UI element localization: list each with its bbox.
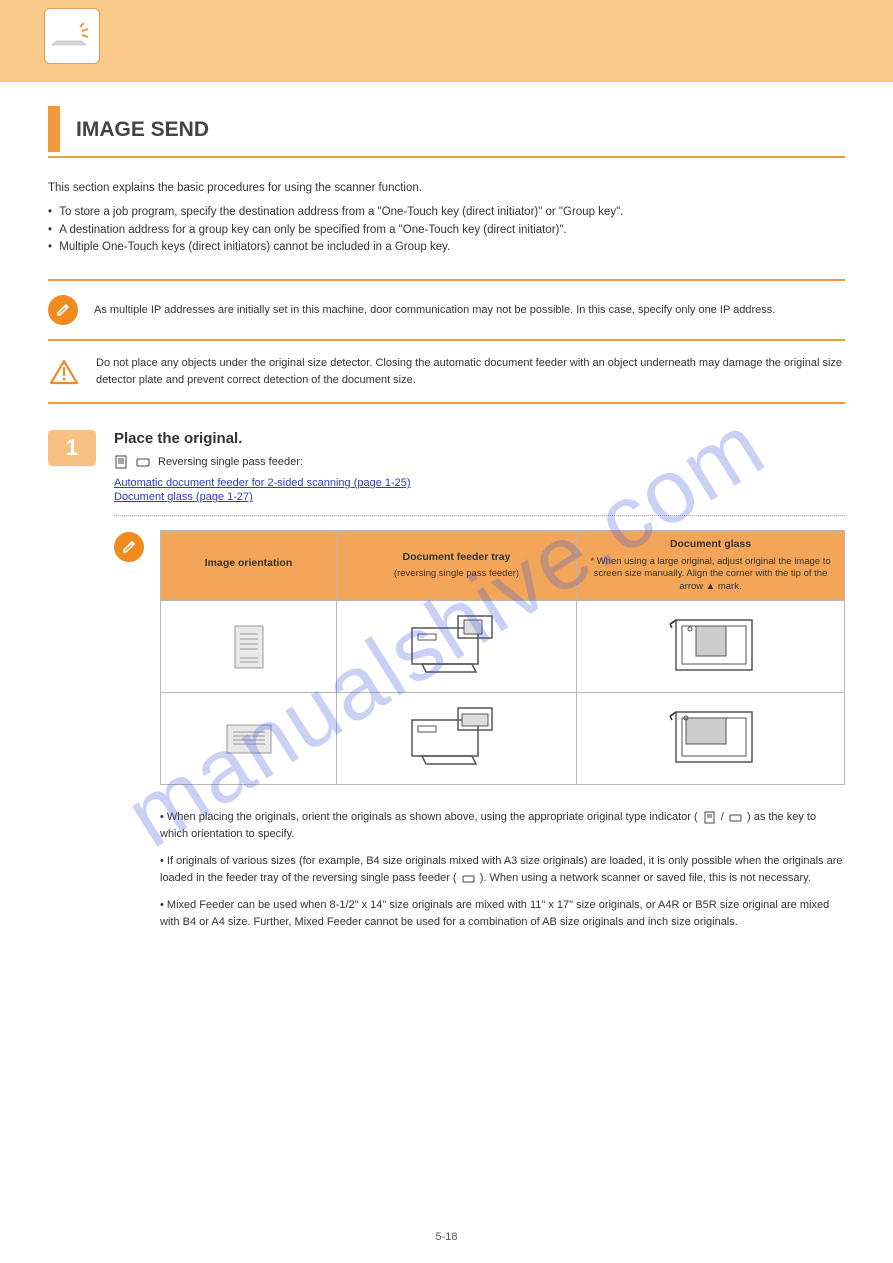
- intro-item: Multiple One-Touch keys (direct initiato…: [48, 239, 845, 257]
- step-title: Place the original.: [114, 430, 845, 447]
- portrait-doc-icon: [169, 624, 328, 670]
- glass-landscape-illustration: [656, 702, 766, 772]
- note-text: As multiple IP addresses are initially s…: [94, 302, 775, 319]
- dotted-divider: [114, 515, 845, 516]
- th-feeder: Document feeder tray (reversing single p…: [337, 531, 577, 601]
- keyboard-icon: [136, 455, 150, 469]
- scanner-icon: [44, 8, 100, 64]
- glass-portrait-illustration: [656, 610, 766, 680]
- title-accent-bar: [48, 106, 60, 152]
- footer-p2: • If originals of various sizes (for exa…: [160, 853, 845, 887]
- pencil-icon: [48, 295, 78, 325]
- page-title: IMAGE SEND: [76, 106, 209, 152]
- step-icon-row: Reversing single pass feeder:: [114, 455, 845, 469]
- th-orientation: Image orientation: [161, 531, 337, 601]
- section-title-row: IMAGE SEND: [48, 106, 845, 152]
- page-icon: [114, 455, 128, 469]
- header-band: [0, 0, 893, 82]
- page-icon: [703, 811, 716, 824]
- footer-p3: • Mixed Feeder can be used when 8-1/2" x…: [160, 897, 845, 931]
- page-number: 5-18: [0, 1231, 893, 1243]
- intro-text: This section explains the basic procedur…: [48, 180, 845, 198]
- footer-p1: • When placing the originals, orient the…: [160, 809, 845, 843]
- keyboard-icon: [462, 872, 475, 885]
- caution-block: Do not place any objects under the origi…: [48, 341, 845, 402]
- intro-item: A destination address for a group key ca…: [48, 222, 845, 240]
- intro-item: To store a job program, specify the dest…: [48, 204, 845, 222]
- step-icon-label: Reversing single pass feeder:: [158, 456, 303, 468]
- th-glass: Document glass * When using a large orig…: [577, 531, 845, 601]
- keyboard-icon: [729, 811, 742, 824]
- table-note-block: Image orientation Document feeder tray (…: [114, 530, 845, 941]
- table-row: [161, 601, 845, 693]
- feeder-portrait-illustration: [402, 610, 512, 680]
- feeder-landscape-illustration: [402, 702, 512, 772]
- caution-text: Do not place any objects under the origi…: [96, 355, 845, 388]
- pencil-icon: [114, 532, 144, 562]
- link-glass[interactable]: Document glass (page 1-27): [114, 491, 845, 503]
- link-adf[interactable]: Automatic document feeder for 2-sided sc…: [114, 477, 845, 489]
- title-underline: [48, 156, 845, 158]
- footer-notes: • When placing the originals, orient the…: [160, 809, 845, 931]
- note-block: As multiple IP addresses are initially s…: [48, 281, 845, 339]
- intro-list: To store a job program, specify the dest…: [48, 204, 845, 257]
- step-number-badge: 1: [48, 430, 96, 466]
- step-1: 1 Place the original. Reversing single p…: [48, 430, 845, 941]
- table-row: [161, 693, 845, 785]
- orientation-table: Image orientation Document feeder tray (…: [160, 530, 845, 785]
- warning-icon: [48, 358, 80, 386]
- divider: [48, 402, 845, 404]
- landscape-doc-icon: [169, 721, 328, 757]
